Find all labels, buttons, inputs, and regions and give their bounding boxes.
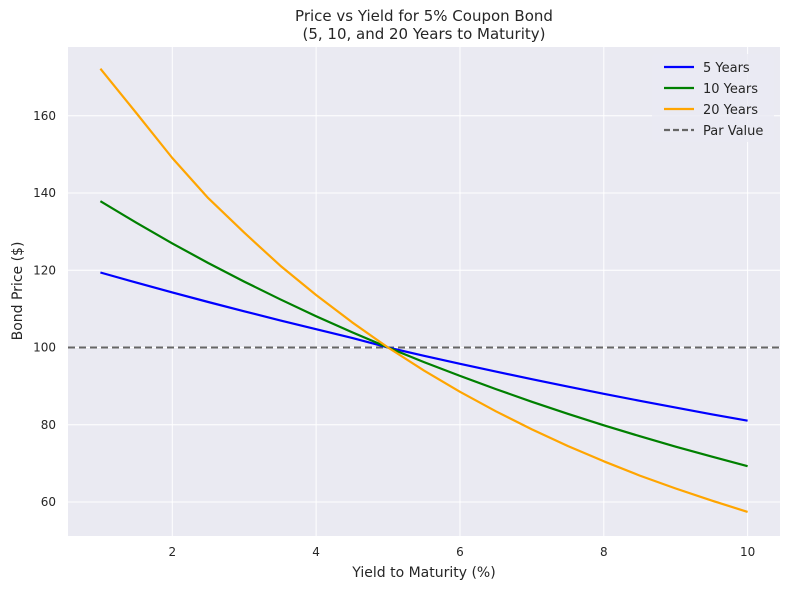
x-axis-label: Yield to Maturity (%) <box>351 565 495 581</box>
y-tick-label: 140 <box>33 186 56 200</box>
y-tick-label: 160 <box>33 109 56 123</box>
series-line-10-years <box>99 200 748 468</box>
legend-label: 10 Years <box>703 82 758 97</box>
series-lines <box>99 68 748 513</box>
chart-subtitle: (5, 10, and 20 Years to Maturity) <box>302 25 545 43</box>
x-tick-label: 10 <box>740 545 755 559</box>
y-tick-label: 120 <box>33 263 56 277</box>
x-tick-labels: 2 4 6 8 10 <box>168 545 755 559</box>
series-line-5-years <box>100 271 748 422</box>
y-tick-label: 100 <box>33 341 56 355</box>
legend-label: 5 Years <box>703 61 750 76</box>
x-tick-label: 8 <box>600 545 608 559</box>
x-tick-label: 4 <box>312 545 320 559</box>
legend: 5 Years 10 Years 20 Years Par Value <box>652 54 774 142</box>
series-line-20-years <box>99 68 748 513</box>
x-tick-label: 6 <box>456 545 464 559</box>
y-tick-label: 80 <box>41 418 56 432</box>
chart-title: Price vs Yield for 5% Coupon Bond <box>295 7 553 25</box>
legend-label: Par Value <box>703 124 763 139</box>
y-tick-label: 60 <box>41 495 56 509</box>
y-tick-labels: 60 80 100 120 140 160 <box>33 109 56 509</box>
legend-box <box>652 54 774 142</box>
legend-label: 20 Years <box>703 103 758 118</box>
y-axis-label: Bond Price ($) <box>10 242 26 341</box>
x-tick-label: 2 <box>168 545 176 559</box>
